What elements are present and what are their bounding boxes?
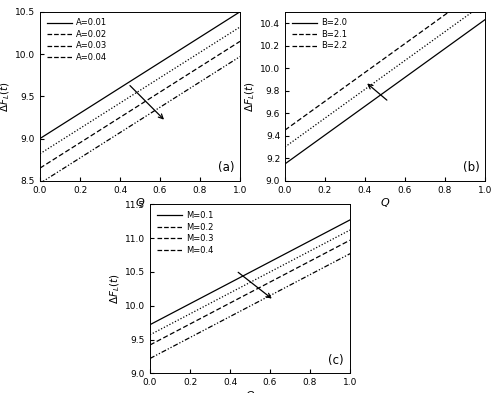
X-axis label: $Q$: $Q$ bbox=[380, 196, 390, 209]
Legend: M=0.1, M=0.2, M=0.3, M=0.4: M=0.1, M=0.2, M=0.3, M=0.4 bbox=[154, 209, 216, 257]
Legend: B=2.0, B=2.1, B=2.2: B=2.0, B=2.1, B=2.2 bbox=[289, 16, 350, 53]
Y-axis label: $\Delta F_L(t)$: $\Delta F_L(t)$ bbox=[0, 81, 12, 112]
Text: (a): (a) bbox=[218, 161, 234, 174]
Text: (b): (b) bbox=[462, 161, 479, 174]
X-axis label: $Q$: $Q$ bbox=[245, 389, 255, 393]
Y-axis label: $\Delta F_L(t)$: $\Delta F_L(t)$ bbox=[244, 81, 257, 112]
Legend: A=0.01, A=0.02, A=0.03, A=0.04: A=0.01, A=0.02, A=0.03, A=0.04 bbox=[44, 16, 110, 64]
Y-axis label: $\Delta F_L(t)$: $\Delta F_L(t)$ bbox=[108, 274, 122, 304]
Text: (c): (c) bbox=[328, 354, 344, 367]
X-axis label: $Q$: $Q$ bbox=[135, 196, 145, 209]
